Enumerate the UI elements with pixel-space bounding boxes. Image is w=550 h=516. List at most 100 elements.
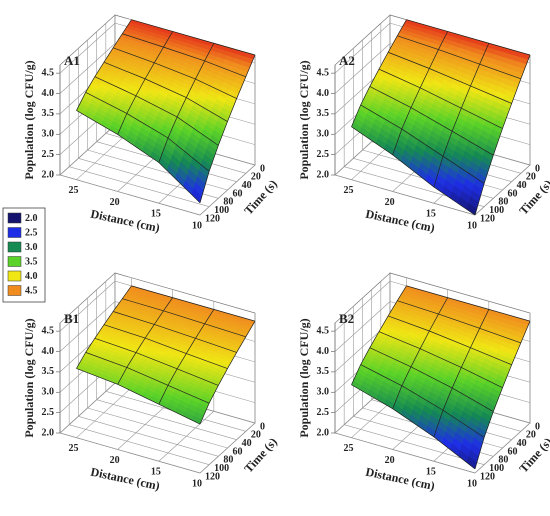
mesh-line <box>158 309 215 405</box>
z-tick-label: 3.5 <box>42 366 55 377</box>
legend-label: 4.0 <box>25 271 38 282</box>
y-tick-label: 0 <box>535 163 540 174</box>
x-tick-label: 20 <box>385 197 395 208</box>
y-tick-label: 60 <box>233 188 243 199</box>
mesh-line <box>76 285 132 369</box>
mesh-line <box>199 320 256 425</box>
legend-label: 2.5 <box>25 227 38 238</box>
z-tick-label: 3.0 <box>317 387 330 398</box>
y-grid-line <box>78 416 219 457</box>
y-tick-label: 20 <box>251 430 261 441</box>
surface-panel: 2.02.53.03.54.04.51015202502040608010012… <box>297 14 550 235</box>
z-tick-label: 3.0 <box>42 129 55 140</box>
mesh-line <box>397 35 521 80</box>
y-tick-label: 0 <box>260 421 265 432</box>
x-tick-label: 10 <box>192 220 202 231</box>
y-grid-line <box>87 407 228 449</box>
mesh-line <box>76 19 132 111</box>
y-tick-label: 40 <box>517 180 527 191</box>
mesh-line <box>131 285 256 322</box>
mesh-line <box>117 297 173 385</box>
mesh-line <box>433 43 490 188</box>
z-tick-label: 3.5 <box>42 108 55 119</box>
z-tick-label: 4.0 <box>317 88 330 99</box>
y-tick-label: 100 <box>489 463 504 474</box>
mesh-line <box>360 104 485 184</box>
y-tick-label: 100 <box>214 463 229 474</box>
x-tick-label: 15 <box>426 467 436 478</box>
legend-swatch <box>7 241 22 253</box>
x-tick-label: 15 <box>426 209 436 220</box>
y-tick-label: 120 <box>480 213 495 224</box>
z-tick-label: 3.0 <box>317 129 330 140</box>
panel-label: A1 <box>64 53 80 68</box>
z-tick-label: 4.5 <box>317 325 330 336</box>
mesh-line <box>474 321 531 470</box>
z-axis-title: Population (log CFU/g) <box>297 60 311 179</box>
y-tick-label: 80 <box>498 455 508 466</box>
z-tick-label: 4.5 <box>42 325 55 336</box>
y-grid-line <box>69 166 210 207</box>
y-tick-label: 60 <box>508 188 518 199</box>
x-tick-label: 20 <box>110 197 120 208</box>
mesh-line <box>433 309 490 437</box>
y-tick-label: 120 <box>480 471 495 482</box>
x-tick-label: 10 <box>467 220 477 231</box>
z-tick-label: 4.0 <box>42 346 55 357</box>
legend-label: 3.5 <box>25 256 38 267</box>
mesh-line <box>474 54 531 216</box>
mesh-line <box>158 43 215 163</box>
legend-label: 2.0 <box>25 213 38 224</box>
legend-swatch <box>7 285 22 296</box>
mesh-line <box>406 285 531 322</box>
z-tick-label: 3.0 <box>42 387 55 398</box>
mesh-line <box>85 92 210 172</box>
y-grid-line <box>334 432 476 474</box>
legend: 2.0 2.5 3.0 3.5 4.0 4.5 <box>2 207 46 303</box>
surface-panel: 2.02.53.03.54.04.51015202502040608010012… <box>22 272 280 493</box>
mesh-line <box>388 315 512 366</box>
y-grid-line <box>69 424 210 465</box>
legend-swatch <box>7 227 22 238</box>
y-tick-label: 20 <box>251 172 261 183</box>
z-tick-label: 3.5 <box>317 366 330 377</box>
mesh-line <box>122 33 246 78</box>
mesh-line <box>94 76 219 146</box>
y-tick-label: 80 <box>498 197 508 208</box>
y-tick-label: 60 <box>508 446 518 457</box>
y-tick-label: 100 <box>214 205 229 216</box>
y-tick-label: 20 <box>526 430 536 441</box>
legend-swatch <box>7 212 22 224</box>
y-tick-label: 80 <box>223 197 233 208</box>
mesh-line <box>388 51 512 104</box>
z-tick-label: 4.0 <box>42 88 55 99</box>
z-tick-label: 2.0 <box>317 427 330 438</box>
z-tick-label: 2.0 <box>317 169 330 180</box>
z-tick-label: 2.5 <box>42 149 55 160</box>
x-tick-label: 25 <box>343 185 353 196</box>
mesh-line <box>351 384 476 470</box>
y-tick-label: 100 <box>489 205 504 216</box>
y-grid-line <box>59 432 201 474</box>
mesh-line <box>113 47 237 99</box>
surface-panel: 2.02.53.03.54.04.51015202502040608010012… <box>297 272 550 493</box>
z-tick-label: 3.5 <box>317 108 330 119</box>
mesh-line <box>369 86 494 156</box>
mesh-line <box>76 368 201 425</box>
legend-swatch <box>7 270 22 282</box>
x-tick-label: 15 <box>151 467 161 478</box>
y-tick-label: 80 <box>223 455 233 466</box>
mesh-line <box>406 19 531 56</box>
z-tick-label: 2.0 <box>42 169 55 180</box>
x-tick-label: 25 <box>68 185 78 196</box>
z-axis-title: Population (log CFU/g) <box>297 318 311 437</box>
surface-panel: 2.02.53.03.54.04.51015202502040608010012… <box>22 14 280 235</box>
x-tick-label: 10 <box>192 478 202 489</box>
x-tick-label: 10 <box>467 478 477 489</box>
y-tick-label: 60 <box>233 446 243 457</box>
mesh-line <box>85 352 210 404</box>
mesh-line <box>369 347 494 412</box>
z-axis-title: Population (log CFU/g) <box>22 318 36 437</box>
x-tick-label: 15 <box>151 209 161 220</box>
z-tick-label: 4.5 <box>42 67 55 78</box>
